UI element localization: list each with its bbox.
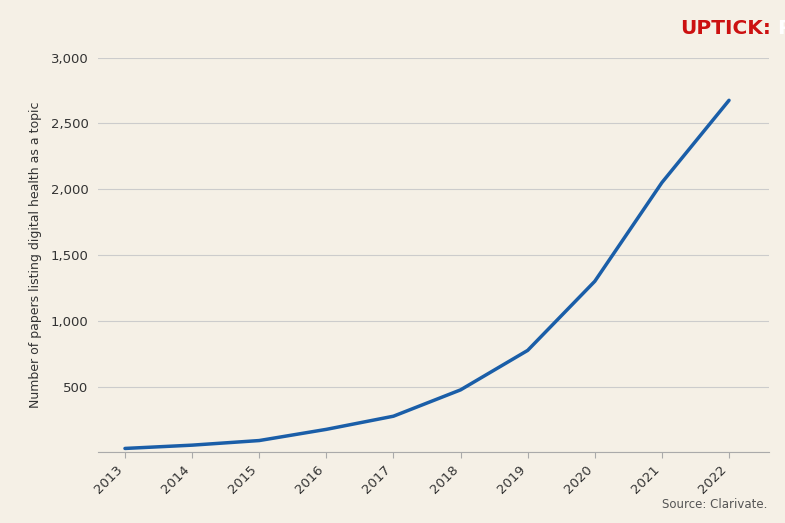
Text: UPTICK:: UPTICK: (680, 19, 771, 38)
Text: PAPERS ON DIGITAL HEALTH: PAPERS ON DIGITAL HEALTH (771, 19, 785, 38)
Text: Source: Clarivate.: Source: Clarivate. (663, 498, 768, 511)
Y-axis label: Number of papers listing digital health as a topic: Number of papers listing digital health … (29, 101, 42, 408)
